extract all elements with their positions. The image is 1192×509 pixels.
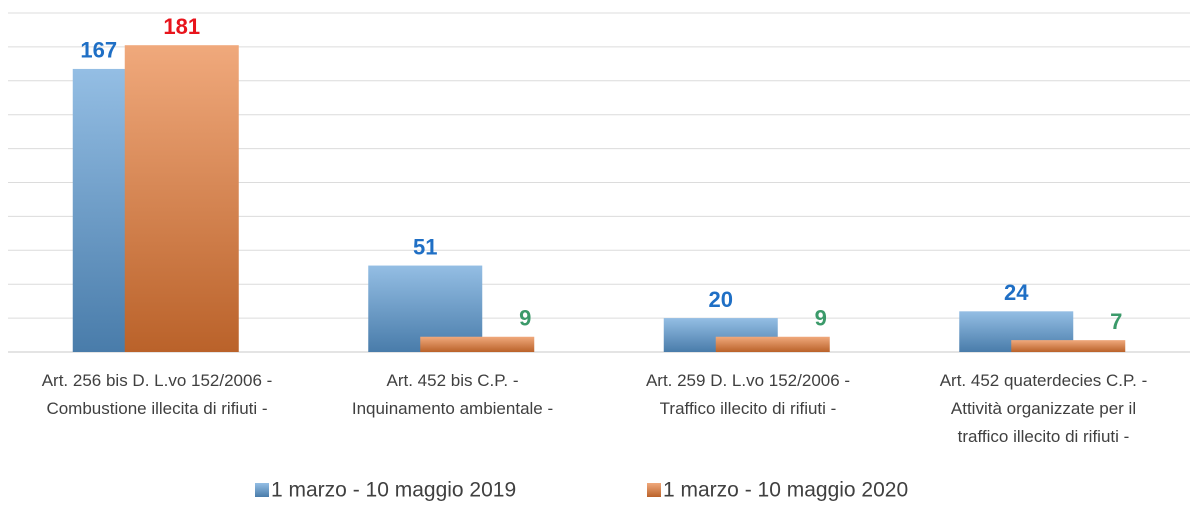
- legend-label: 1 marzo - 10 maggio 2019: [271, 479, 516, 502]
- bar: [124, 45, 239, 353]
- bar: [420, 336, 535, 352]
- value-label: 51: [413, 234, 437, 259]
- value-label: 20: [709, 287, 733, 312]
- legend-swatch: [647, 483, 661, 497]
- value-label: 7: [1110, 309, 1122, 334]
- value-label: 9: [519, 306, 531, 331]
- value-label: 167: [80, 38, 117, 63]
- value-label: 181: [163, 14, 200, 39]
- value-label: 24: [1004, 280, 1029, 305]
- legend-label: 1 marzo - 10 maggio 2020: [663, 479, 908, 502]
- bar: [715, 336, 830, 352]
- value-label: 9: [815, 306, 827, 331]
- x-tick-label: Art. 452 quaterdecies C.P. - Attività or…: [939, 371, 1148, 446]
- x-tick-label: Art. 259 D. L.vo 152/2006 - Traffico ill…: [645, 371, 851, 418]
- x-tick-label: Art. 256 bis D. L.vo 152/2006 - Combusti…: [41, 371, 273, 418]
- legend-swatch: [255, 483, 269, 497]
- bar: [1011, 340, 1126, 352]
- x-tick-label: Art. 452 bis C.P. - Inquinamento ambient…: [351, 371, 554, 418]
